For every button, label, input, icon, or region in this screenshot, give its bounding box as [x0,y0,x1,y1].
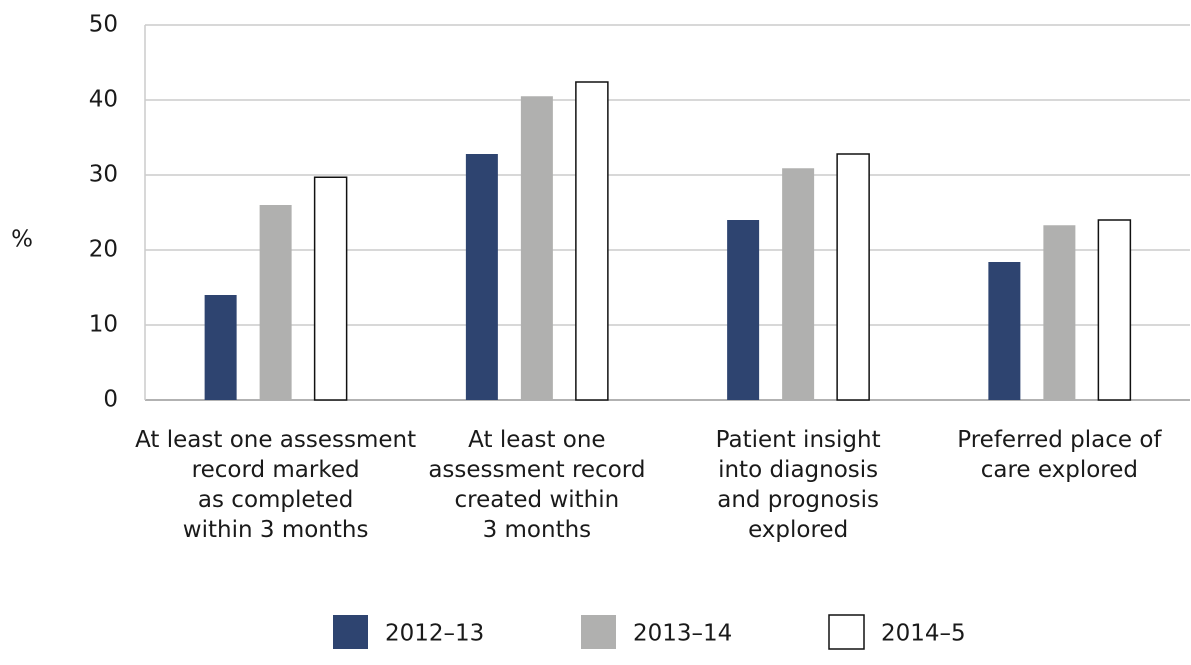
y-tick-label: 40 [89,87,118,113]
bar [313,176,348,401]
legend-swatch [581,615,616,649]
y-tick-label: 50 [89,12,118,38]
bar [836,153,870,401]
bar [520,96,553,400]
bar [1043,225,1076,400]
y-tick-label: 20 [89,237,118,263]
x-tick-label: Preferred place of care explored [957,427,1162,483]
bar [727,220,760,400]
bar [782,168,815,400]
bar [988,262,1021,400]
legend-swatch [333,615,368,649]
x-tick-label: At least one assessment record marked as c… [135,427,416,543]
y-tick-label: 10 [89,312,118,338]
y-tick-label: 0 [103,387,118,413]
legend-label: 2012–13 [385,621,484,647]
legend-label: 2013–14 [633,621,732,647]
bar [204,295,237,400]
y-tick-label: 30 [89,162,118,188]
bar [465,154,498,400]
bar [575,81,609,401]
bar [259,205,292,400]
bar [1097,219,1132,401]
x-tick-label: Patient insight into diagnosis and prognos… [716,427,881,543]
legend-label: 2014–5 [881,621,966,647]
legend-swatch [828,614,865,650]
x-tick-label: At least one assessment record created wit… [428,427,645,543]
y-axis-label: % [11,227,33,253]
